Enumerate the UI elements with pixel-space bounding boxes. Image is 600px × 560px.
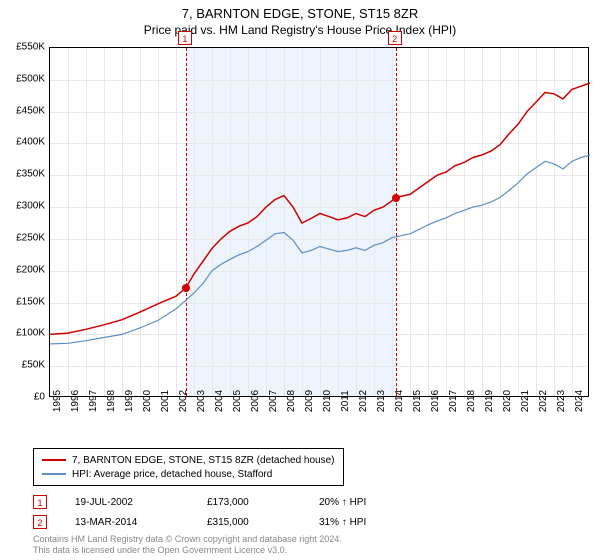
x-axis-label: 2020 xyxy=(502,390,513,412)
events-table: 1 19-JUL-2002 £173,000 20% ↑ HPI 2 13-MA… xyxy=(33,492,419,532)
y-axis-label: £100K xyxy=(16,328,45,339)
legend-swatch xyxy=(42,459,66,461)
x-axis-label: 2003 xyxy=(196,390,207,412)
x-axis-label: 2011 xyxy=(340,390,351,412)
legend: 7, BARNTON EDGE, STONE, ST15 8ZR (detach… xyxy=(33,448,344,486)
x-axis-label: 2005 xyxy=(232,390,243,412)
x-axis-label: 2008 xyxy=(286,390,297,412)
x-axis-label: 1998 xyxy=(106,390,117,412)
x-axis-label: 2021 xyxy=(520,390,531,412)
legend-swatch xyxy=(42,473,66,475)
event-date: 13-MAR-2014 xyxy=(75,517,207,528)
y-axis-label: £400K xyxy=(16,137,45,148)
x-axis-label: 2016 xyxy=(430,390,441,412)
event-marker-box: 2 xyxy=(388,31,402,45)
x-axis-label: 2014 xyxy=(394,390,405,412)
x-axis-label: 2004 xyxy=(214,390,225,412)
chart-subtitle: Price paid vs. HM Land Registry's House … xyxy=(0,21,600,37)
x-axis-label: 2019 xyxy=(484,390,495,412)
table-row: 1 19-JUL-2002 £173,000 20% ↑ HPI xyxy=(33,492,419,512)
series-line xyxy=(50,83,590,334)
y-axis-label: £50K xyxy=(22,360,45,371)
chart-area: £0£50K£100K£150K£200K£250K£300K£350K£400… xyxy=(49,47,589,397)
attribution-line: This data is licensed under the Open Gov… xyxy=(33,545,342,556)
x-axis-label: 2012 xyxy=(358,390,369,412)
event-marker-box: 1 xyxy=(33,495,47,509)
y-axis-label: £150K xyxy=(16,296,45,307)
y-axis-label: £250K xyxy=(16,232,45,243)
y-axis-label: £0 xyxy=(34,392,45,403)
legend-item: 7, BARNTON EDGE, STONE, ST15 8ZR (detach… xyxy=(42,453,335,467)
x-axis-label: 1996 xyxy=(70,390,81,412)
x-axis-label: 2017 xyxy=(448,390,459,412)
x-axis-label: 2022 xyxy=(538,390,549,412)
legend-label: 7, BARNTON EDGE, STONE, ST15 8ZR (detach… xyxy=(72,455,335,466)
event-price: £315,000 xyxy=(207,517,319,528)
table-row: 2 13-MAR-2014 £315,000 31% ↑ HPI xyxy=(33,512,419,532)
attribution-line: Contains HM Land Registry data © Crown c… xyxy=(33,534,342,545)
x-axis-label: 2006 xyxy=(250,390,261,412)
x-axis-label: 2024 xyxy=(574,390,585,412)
x-axis-label: 1995 xyxy=(52,390,63,412)
event-hpi-delta: 20% ↑ HPI xyxy=(319,497,419,508)
x-axis-label: 1999 xyxy=(124,390,135,412)
x-axis-label: 2002 xyxy=(178,390,189,412)
event-date: 19-JUL-2002 xyxy=(75,497,207,508)
chart-container: 7, BARNTON EDGE, STONE, ST15 8ZR Price p… xyxy=(0,0,600,560)
x-axis-label: 2007 xyxy=(268,390,279,412)
event-marker-box: 2 xyxy=(33,515,47,529)
plot-region xyxy=(49,47,589,397)
event-hpi-delta: 31% ↑ HPI xyxy=(319,517,419,528)
x-axis-label: 2018 xyxy=(466,390,477,412)
series-lines xyxy=(50,48,590,398)
x-axis-label: 1997 xyxy=(88,390,99,412)
x-axis-label: 2023 xyxy=(556,390,567,412)
x-axis-label: 2010 xyxy=(322,390,333,412)
legend-item: HPI: Average price, detached house, Staf… xyxy=(42,467,335,481)
x-axis-label: 2000 xyxy=(142,390,153,412)
y-axis-label: £550K xyxy=(16,42,45,53)
chart-title: 7, BARNTON EDGE, STONE, ST15 8ZR xyxy=(0,0,600,21)
event-marker-box: 1 xyxy=(178,31,192,45)
y-axis-label: £200K xyxy=(16,264,45,275)
y-axis-label: £350K xyxy=(16,169,45,180)
x-axis-label: 2013 xyxy=(376,390,387,412)
y-axis-label: £450K xyxy=(16,105,45,116)
event-price: £173,000 xyxy=(207,497,319,508)
x-axis-label: 2015 xyxy=(412,390,423,412)
y-axis-label: £500K xyxy=(16,73,45,84)
x-axis-label: 2001 xyxy=(160,390,171,412)
y-axis-label: £300K xyxy=(16,201,45,212)
attribution: Contains HM Land Registry data © Crown c… xyxy=(33,534,342,556)
x-axis-label: 2009 xyxy=(304,390,315,412)
legend-label: HPI: Average price, detached house, Staf… xyxy=(72,469,272,480)
